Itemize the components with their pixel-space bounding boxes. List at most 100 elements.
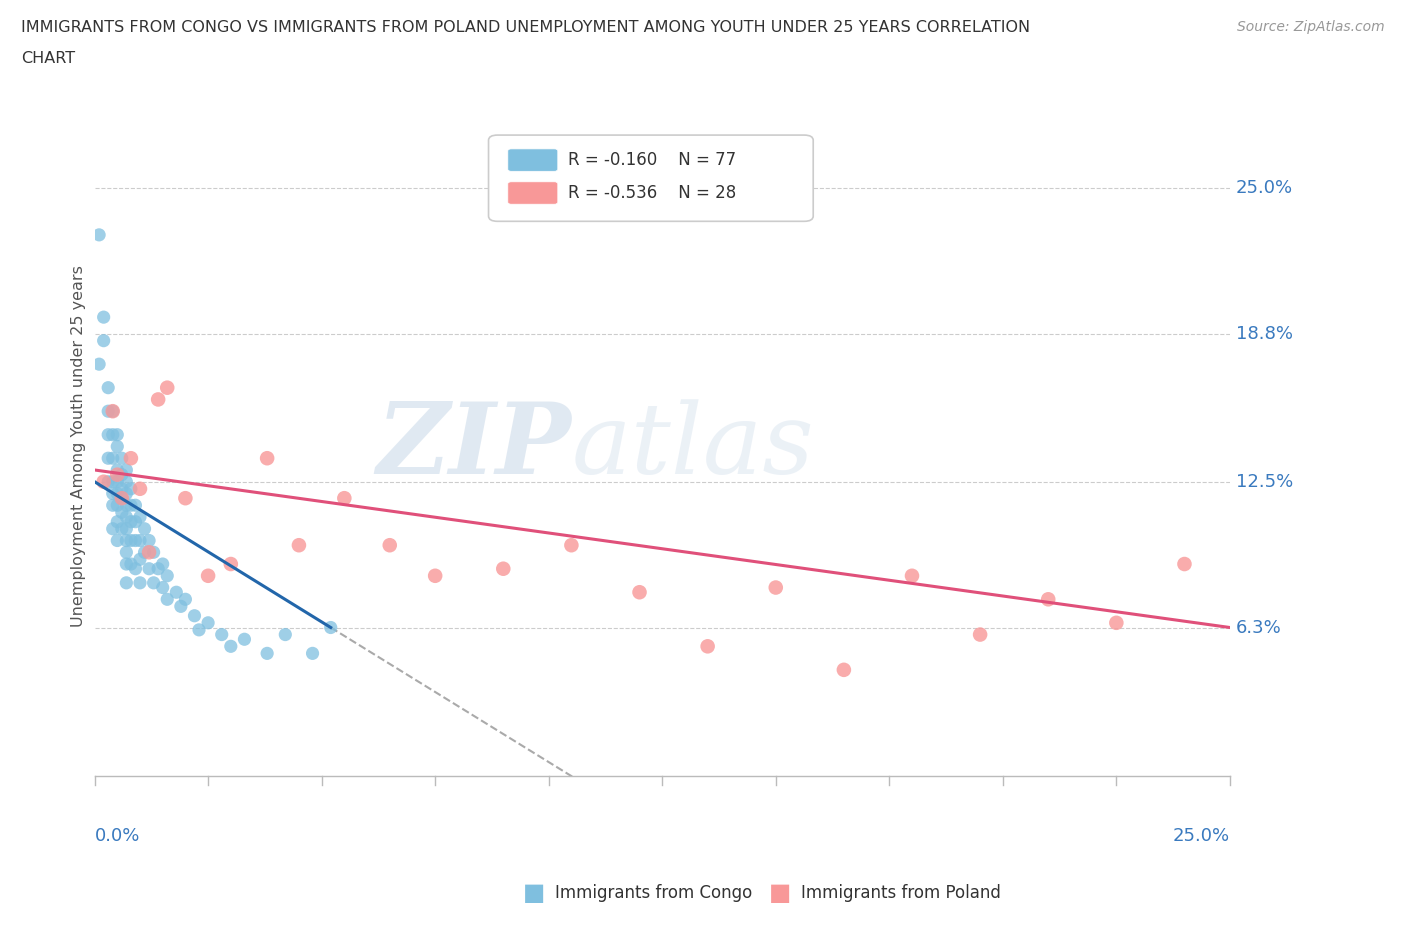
Point [152,580,174,595]
Text: IMMIGRANTS FROM CONGO VS IMMIGRANTS FROM POLAND UNEMPLOYMENT AMONG YOUTH UNDER 2: IMMIGRANTS FROM CONGO VS IMMIGRANTS FROM… [21,20,1031,35]
Point [101,486,124,501]
Point [111,451,134,466]
Point [120,482,142,497]
Point [93,474,115,489]
Point [120,498,142,512]
Point [115,486,138,501]
Point [129,576,152,591]
Point [111,491,134,506]
Y-axis label: Unemployment Among Youth under 25 years: Unemployment Among Youth under 25 years [72,266,86,628]
Point [197,616,219,631]
Point [156,380,179,395]
Point [146,562,169,577]
Text: ZIP: ZIP [377,398,571,495]
Point [111,482,134,497]
Point [696,639,718,654]
Point [288,538,311,552]
Point [101,474,124,489]
Point [165,585,187,600]
Point [901,568,924,583]
Point [105,439,128,454]
Point [129,510,152,525]
Point [1173,556,1195,571]
Point [832,662,855,677]
Point [256,646,278,661]
Text: R = -0.536    N = 28: R = -0.536 N = 28 [568,184,737,202]
Text: Immigrants from Poland: Immigrants from Poland [801,884,1001,902]
Point [120,556,142,571]
Point [120,451,142,466]
Point [211,627,233,642]
Point [101,522,124,537]
Point [115,462,138,477]
Point [129,482,152,497]
Point [219,556,242,571]
FancyBboxPatch shape [508,182,558,205]
Point [97,380,120,395]
Point [115,545,138,560]
Point [97,474,120,489]
Point [256,451,278,466]
Point [115,556,138,571]
Point [105,467,128,482]
Point [115,576,138,591]
Point [138,545,160,560]
Point [105,462,128,477]
Point [115,533,138,548]
Text: 18.8%: 18.8% [1236,325,1292,342]
Point [115,510,138,525]
Point [492,562,515,577]
Point [319,620,342,635]
Point [628,585,651,600]
Point [124,514,146,529]
Point [138,533,160,548]
Point [560,538,582,552]
Point [93,310,115,325]
Point [333,491,356,506]
Text: 25.0%: 25.0% [1173,828,1230,845]
Point [134,545,156,560]
Point [124,498,146,512]
Point [87,357,110,372]
Point [152,556,174,571]
Point [1038,591,1060,606]
Text: ■: ■ [769,881,792,905]
Point [765,580,787,595]
Text: Source: ZipAtlas.com: Source: ZipAtlas.com [1237,20,1385,34]
Point [105,498,128,512]
Point [129,533,152,548]
Point [183,608,205,623]
Point [138,562,160,577]
Point [156,568,179,583]
Point [115,498,138,512]
Point [197,568,219,583]
Point [146,392,169,407]
Point [101,427,124,442]
Text: CHART: CHART [21,51,75,66]
Text: R = -0.160    N = 77: R = -0.160 N = 77 [568,151,737,169]
Point [105,533,128,548]
Point [87,228,110,243]
Point [105,474,128,489]
Text: 6.3%: 6.3% [1236,618,1281,636]
Text: Immigrants from Congo: Immigrants from Congo [555,884,752,902]
Point [142,545,165,560]
Text: atlas: atlas [571,399,814,494]
Point [188,622,211,637]
Point [120,514,142,529]
Point [142,576,165,591]
Text: ■: ■ [523,881,546,905]
Point [124,562,146,577]
Point [105,427,128,442]
Point [124,533,146,548]
Text: 12.5%: 12.5% [1236,472,1292,491]
Point [97,404,120,418]
Point [174,591,197,606]
Point [425,568,447,583]
Point [101,451,124,466]
Point [105,514,128,529]
Point [219,639,242,654]
Point [115,522,138,537]
Point [97,427,120,442]
Point [101,404,124,418]
